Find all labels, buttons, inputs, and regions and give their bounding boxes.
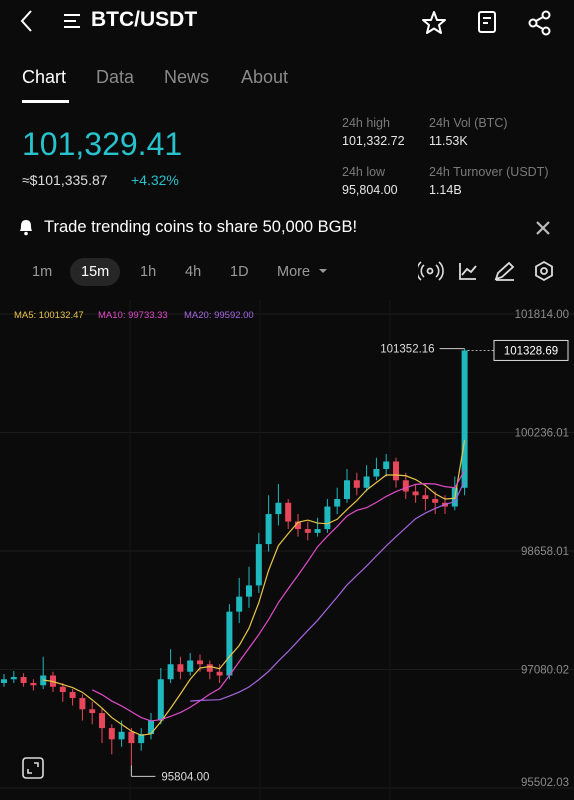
last-price-label: 101328.69 [504,345,558,357]
stat-value: 11.53K [429,134,468,148]
candle-body [314,529,321,533]
tab[interactable]: Chart [22,67,67,87]
interval[interactable]: More [277,264,311,280]
candle-body [128,731,135,744]
candle-body [295,521,301,530]
stat-label: 24h low [342,165,386,179]
candle-body [138,734,145,744]
pair-title[interactable]: BTC/USDT [91,8,198,31]
candle-body [344,480,350,500]
candle-body [99,713,105,729]
candle-body [373,468,380,477]
max-label: 101352.16 [380,344,434,356]
candle-body [236,596,243,612]
candle-body [265,514,272,545]
candle-body [108,728,115,740]
candle-body [324,506,331,530]
candle-body [197,660,203,665]
candle-body [275,502,282,515]
candle-body [206,664,213,672]
candle-body [177,664,184,672]
candle-body [10,677,17,680]
candle-body [402,480,409,492]
candle-body [157,679,164,721]
stat-value: 1.14B [429,183,462,197]
y-tick-label: 101814.00 [515,309,569,321]
candle-body [187,660,194,672]
stat-value: 95,804.00 [342,183,398,197]
candle-body [89,709,96,714]
y-tick-label: 98658.01 [521,546,569,558]
candle-body [363,476,370,488]
fullscreen-icon[interactable] [22,757,44,779]
interval[interactable]: 4h [185,264,202,280]
stat-label: 24h Turnover (USDT) [429,165,549,179]
candle-body [383,461,390,469]
y-tick-label: 97080.02 [521,665,569,677]
candle-body [1,679,7,684]
candle-body [30,683,37,686]
candle-body [422,495,429,500]
stat-value: 101,332.72 [342,134,405,148]
last-price: 101,329.41 [22,126,183,162]
y-tick-label: 95502.03 [521,777,569,789]
legend-entry: MA5: 100132.47 [14,310,84,321]
candle-body [461,350,468,488]
candle-body [79,698,86,710]
candle-body [167,664,174,680]
tab-underline [22,100,69,103]
stat-label: 24h high [342,116,390,130]
candle-body [20,677,27,684]
candle-body [59,686,66,693]
candle-body [285,502,292,522]
back-icon[interactable] [14,8,38,34]
interval[interactable]: 1m [32,264,53,280]
candle-body [69,692,76,699]
tab[interactable]: About [241,67,289,87]
min-label: 95804.00 [161,771,209,783]
tab[interactable]: News [164,67,210,87]
interval[interactable]: 1h [140,264,157,280]
menu-icon[interactable] [62,12,84,32]
legend-entry: MA10: 99733.33 [98,310,168,321]
bell-icon [20,220,32,236]
ma-line [43,440,466,736]
stat-label: 24h Vol (BTC) [429,116,508,130]
candle-body [226,611,233,676]
star-icon[interactable] [420,9,448,37]
banner-text[interactable]: Trade trending coins to share 50,000 BGB… [44,218,358,236]
candle-body [334,499,341,507]
share-icon[interactable] [526,9,554,37]
candle-body [118,731,125,740]
ma-line [91,469,466,722]
last-price-box [493,339,569,361]
interval[interactable]: 1D [230,264,249,280]
candle-body [216,671,223,676]
note-icon[interactable] [474,9,502,37]
legend-entry: MA20: 99592.00 [184,310,254,321]
candle-chart: 101814.00 100236.01 98658.01 97080.02 95502.… [0,300,574,800]
candle-body [255,544,262,586]
tool-icons[interactable] [418,259,558,283]
interval[interactable]: 15m [70,258,121,286]
price-change: +4.32% [131,172,179,188]
candle-body [304,529,311,533]
candle-body [148,720,154,735]
ma-line [190,480,466,702]
fiat-price: ≈$101,335.87 [22,172,108,188]
y-tick-label: 100236.01 [515,427,569,439]
candle-body [412,491,419,496]
candle-body [393,461,399,481]
candle-body [246,585,252,597]
candle-body [353,480,360,488]
candle-body [432,499,439,503]
tab[interactable]: Data [96,67,135,87]
close-icon[interactable] [534,219,552,237]
more-caret [319,269,327,273]
